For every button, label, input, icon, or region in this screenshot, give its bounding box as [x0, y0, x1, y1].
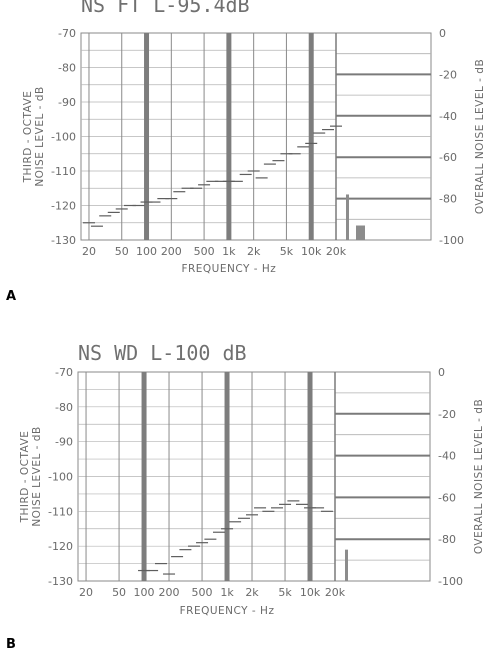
panel-b-decade-marker-band	[307, 372, 313, 581]
panel-b-y2-tick-label: -60	[438, 491, 456, 504]
panel-a-y-tick-label: -90	[58, 96, 76, 109]
panel-a-y2-tick-label: -20	[439, 68, 457, 81]
panel-b-y-axis-label-line1: THIRD - OCTAVE	[19, 431, 31, 524]
panel-a-x-tick-label: 1k	[222, 245, 236, 258]
panel-a-chart-title: NS FT L-95.4dB	[81, 0, 250, 17]
panel-b-overall-level-bar	[345, 549, 348, 581]
panel-b-y-tick-label: -80	[55, 401, 73, 414]
panel-a-panel-label: A	[6, 289, 16, 304]
chart-panel-b: NS WD L-100 dB -70 -80 -90 -100 -110 -120 -130 0…	[6, 341, 485, 652]
panel-b-decade-marker-band	[224, 372, 230, 581]
panel-a-y-tick-label: -100	[51, 131, 76, 144]
chart-panel-a: NS FT L-95.4dB -70 -80 -90 -100 -110 -120 -130 0…	[6, 0, 486, 304]
panel-b-y-tick-label: -70	[55, 366, 73, 379]
panel-a-x-tick-label: 5k	[280, 245, 294, 258]
panel-a-decade-marker-band	[144, 33, 150, 240]
panel-a-y-tick-label: -110	[51, 165, 76, 178]
panel-b-x-tick-label: 10k	[300, 586, 321, 599]
panel-a-x-tick-label: 500	[194, 245, 215, 258]
panel-b-y-tick-label: -110	[48, 505, 73, 518]
panel-b-x-tick-label: 50	[112, 586, 126, 599]
panel-a-y2-tick-label: -80	[439, 193, 457, 206]
panel-b-x-tick-label: 2k	[245, 586, 259, 599]
panel-b-y2-tick-label: -100	[438, 575, 463, 588]
panel-a-overall-level-bar	[356, 225, 365, 240]
panel-b-y2-tick-label: -40	[438, 450, 456, 463]
panel-b-y2-tick-label: -80	[438, 533, 456, 546]
panel-b-chart-title: NS WD L-100 dB	[78, 341, 247, 365]
panel-a-x-axis-label: FREQUENCY - Hz	[181, 263, 276, 275]
panel-b-x-tick-label: 20k	[325, 586, 346, 599]
panel-b-x-tick-label: 5k	[278, 586, 292, 599]
panel-a-x-tick-label: 10k	[301, 245, 322, 258]
panel-b-x-tick-label: 200	[159, 586, 180, 599]
panel-a-y-axis-label-line1: THIRD - OCTAVE	[22, 91, 34, 184]
panel-b-y-tick-label: -100	[48, 471, 73, 484]
panel-b-y-tick-label: -90	[55, 436, 73, 449]
panel-b-y-tick-label: -130	[48, 575, 73, 588]
panel-a-x-tick-label: 100	[136, 245, 157, 258]
panel-a-y-tick-label: -80	[58, 62, 76, 75]
panel-b-decade-marker-band	[141, 372, 147, 581]
panel-a-y2-tick-label: 0	[439, 27, 446, 40]
panel-b-panel-label: B	[6, 637, 16, 652]
panel-a-x-tick-label: 50	[115, 245, 129, 258]
panel-a-y2-tick-label: -100	[439, 234, 464, 247]
panel-b-x-tick-label: 500	[192, 586, 213, 599]
panel-a-x-tick-label: 200	[161, 245, 182, 258]
panel-a-y-axis-label-line2: NOISE LEVEL - dB	[34, 86, 46, 186]
panel-a-y-tick-label: -70	[58, 27, 76, 40]
panel-a-y-tick-label: -120	[51, 200, 76, 213]
panel-a-x-tick-label: 20	[82, 245, 96, 258]
panel-a-decade-marker-band	[226, 33, 232, 240]
panel-b-x-tick-label: 1k	[220, 586, 234, 599]
panel-b-y-axis-label-line2: NOISE LEVEL - dB	[31, 426, 43, 526]
panel-b-x-tick-label: 20	[79, 586, 93, 599]
panel-a-y2-tick-label: -60	[439, 151, 457, 164]
panel-a-x-tick-label: 2k	[247, 245, 261, 258]
panel-b-y2-tick-label: -20	[438, 408, 456, 421]
panel-b-x-axis-label: FREQUENCY - Hz	[180, 605, 275, 617]
panel-a-overall-level-bar	[346, 194, 349, 240]
panel-a-y-tick-label: -130	[51, 234, 76, 247]
panel-a-y2-tick-label: -40	[439, 110, 457, 123]
panel-a-decade-marker-band	[308, 33, 314, 240]
panel-b-y-tick-label: -120	[48, 540, 73, 553]
panel-a-x-tick-label: 20k	[326, 245, 347, 258]
panel-b-y2-tick-label: 0	[438, 366, 445, 379]
panel-b-x-tick-label: 100	[134, 586, 155, 599]
panel-b-y2-axis-label: OVERALL NOISE LEVEL - dB	[473, 399, 485, 554]
panel-a-y2-axis-label: OVERALL NOISE LEVEL - dB	[474, 59, 486, 214]
